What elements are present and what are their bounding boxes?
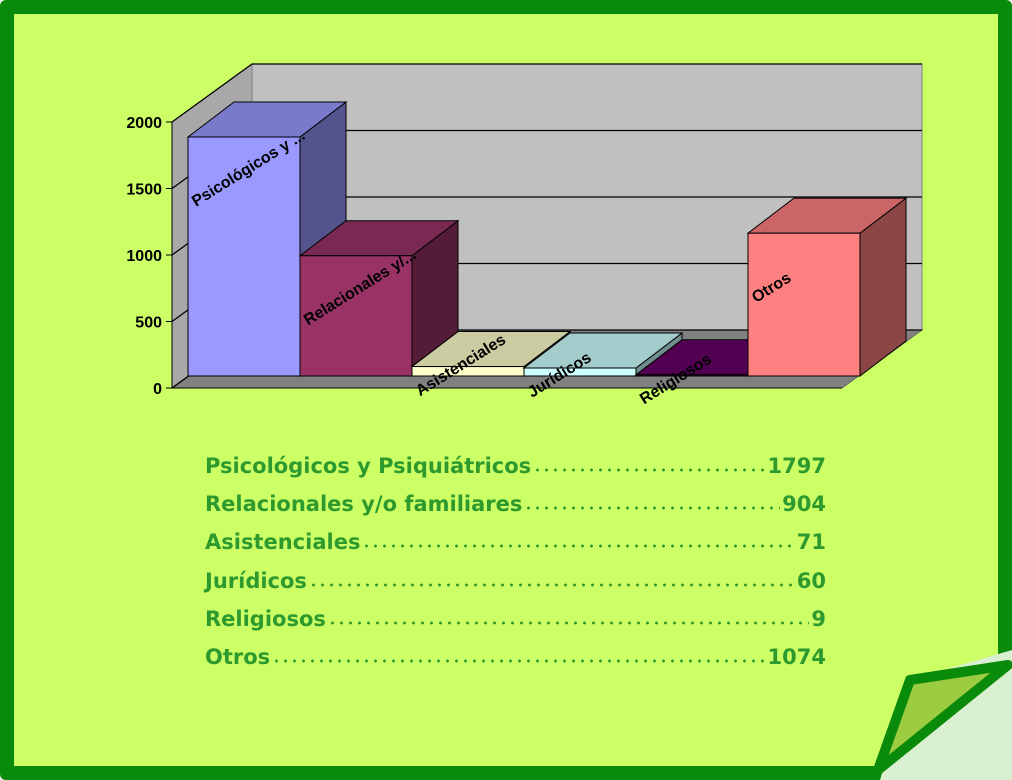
row-name: Asistenciales: [205, 530, 361, 555]
y-tick-label: 500: [135, 315, 162, 332]
bar: [746, 197, 908, 378]
row-value: 9: [811, 606, 826, 631]
row-name: Otros: [205, 645, 271, 669]
value-row: Religiosos 9: [205, 601, 826, 631]
dot-leader: [362, 544, 795, 549]
dot-leader: [533, 468, 766, 472]
value-row: Psicológicos y Psiquiátricos 1797: [205, 448, 826, 478]
row-name: Psicológicos y Psiquiátricos: [205, 454, 532, 478]
grid-line: [171, 63, 922, 123]
dot-leader: [272, 659, 766, 663]
row-name: Relacionales y/o familiares: [205, 492, 523, 517]
y-tick-label: 2000: [126, 115, 162, 132]
y-tick-label: 1500: [126, 182, 162, 199]
dot-leader: [327, 620, 810, 625]
row-name: Jurídicos: [205, 568, 307, 593]
row-name: Religiosos: [205, 606, 326, 631]
row-value: 904: [782, 492, 826, 517]
dot-leader: [308, 582, 795, 587]
page-curl: [873, 660, 1012, 775]
bar-front: [187, 136, 301, 377]
row-value: 60: [796, 568, 826, 593]
value-row: Jurídicos 60: [205, 563, 826, 593]
bar-front: [523, 367, 637, 377]
row-value: 1074: [767, 645, 826, 669]
value-row: Asistenciales 71: [205, 524, 826, 554]
bar: [298, 219, 460, 378]
row-value: 71: [796, 530, 826, 555]
bar-front: [747, 232, 861, 377]
row-value: 1797: [767, 454, 826, 478]
value-row: Relacionales y/o familiares 904: [205, 486, 826, 516]
value-row: Otros 1074: [205, 639, 826, 669]
y-tick-label: 1000: [126, 248, 162, 265]
dot-leader: [524, 506, 781, 511]
y-tick-label: 0: [153, 381, 162, 398]
bar: [522, 332, 684, 378]
bar-front: [299, 255, 413, 377]
